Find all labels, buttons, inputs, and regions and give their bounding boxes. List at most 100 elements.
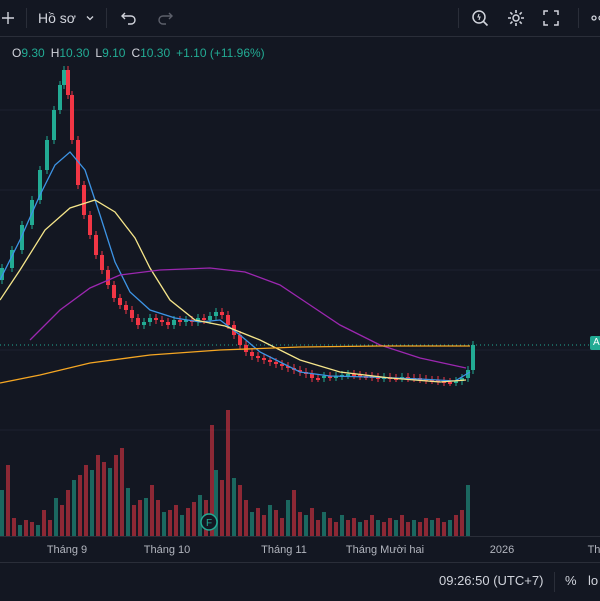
- volume-bar: [162, 512, 166, 536]
- volume-bar: [226, 410, 230, 536]
- x-tick-label: Tháng 10: [143, 544, 191, 556]
- volume-bar: [256, 508, 260, 536]
- candle-body: [66, 70, 70, 95]
- quick-search-button[interactable]: [470, 8, 490, 28]
- volume-bar: [18, 525, 22, 536]
- volume-bar: [156, 500, 160, 536]
- time-display[interactable]: 09:26:50 (UTC+7): [439, 573, 544, 588]
- change-value: +1.10 (+11.96%): [176, 46, 265, 60]
- candle-body: [142, 322, 146, 325]
- x-tick-label: 2026: [489, 544, 515, 556]
- candle-body: [262, 358, 266, 360]
- bottom-divider: [554, 572, 555, 592]
- volume-bar: [168, 510, 172, 536]
- toolbar-divider: [578, 8, 579, 28]
- volume-bar: [334, 522, 338, 536]
- high-label: H: [50, 46, 60, 60]
- candle-body: [328, 376, 332, 378]
- candle-body: [0, 268, 4, 280]
- close-value: 10.30: [140, 46, 171, 60]
- volume-bar: [454, 515, 458, 536]
- candle-body: [178, 320, 182, 322]
- candle-body: [376, 377, 380, 379]
- volume-bar: [370, 515, 374, 536]
- candle-body: [10, 250, 14, 268]
- time-axis[interactable]: Tháng 9 Tháng 10 Tháng 11 Tháng Mười hai…: [0, 536, 600, 563]
- volume-bar: [268, 505, 272, 536]
- volume-bar: [400, 515, 404, 536]
- candle-body: [436, 380, 440, 382]
- volume-bar: [186, 508, 190, 536]
- x-tick-label: Tháng 9: [46, 544, 88, 556]
- event-marker-label: F: [206, 518, 212, 529]
- volume-bar: [0, 490, 4, 536]
- settings-button[interactable]: [506, 8, 526, 28]
- share-button[interactable]: [590, 8, 600, 28]
- ma-orange-line: [0, 345, 470, 384]
- candle-body: [94, 235, 98, 255]
- volume-bar: [78, 475, 82, 536]
- percent-toggle[interactable]: %: [565, 573, 577, 588]
- candle-body: [346, 374, 350, 376]
- x-tick-label: Tháng 11: [261, 544, 307, 556]
- open-label: O: [12, 46, 22, 60]
- volume-bar: [120, 448, 124, 536]
- volume-bar: [250, 512, 254, 536]
- open-value: 9.30: [21, 46, 45, 60]
- candle-body: [454, 381, 458, 383]
- volume-bar: [54, 498, 58, 536]
- volume-bar: [298, 512, 302, 536]
- volume-bar: [346, 520, 350, 536]
- candle-body: [112, 285, 116, 298]
- volume-bar: [388, 518, 392, 536]
- high-value: 10.30: [59, 46, 90, 60]
- event-marker: [200, 513, 218, 531]
- redo-button[interactable]: [156, 8, 174, 28]
- volume-bar: [48, 520, 52, 536]
- candle-body: [226, 315, 230, 325]
- x-tick-label: Th: [587, 544, 600, 556]
- volume-bar: [382, 522, 386, 536]
- candle-body: [154, 318, 158, 320]
- ma-blue-line: [0, 151, 471, 382]
- candle-body: [58, 85, 62, 110]
- candle-body: [160, 320, 164, 322]
- candle-body: [358, 375, 362, 377]
- log-toggle[interactable]: lo: [588, 573, 599, 588]
- candle-body: [136, 318, 140, 325]
- volume-bar: [114, 455, 118, 536]
- volume-bar: [24, 520, 28, 536]
- candle-body: [20, 225, 24, 250]
- volume-bar: [430, 520, 434, 536]
- candle-body: [62, 70, 66, 85]
- volume-bar: [262, 515, 266, 536]
- fullscreen-button[interactable]: [542, 8, 560, 28]
- volume-bar: [304, 515, 308, 536]
- candle-body: [88, 215, 92, 235]
- undo-button[interactable]: [120, 8, 138, 28]
- candle-body: [52, 110, 56, 140]
- candle-body: [322, 376, 326, 378]
- price-chart[interactable]: F: [0, 37, 600, 536]
- candle-body: [424, 379, 428, 381]
- volume-bar: [102, 462, 106, 536]
- candle-body: [82, 185, 86, 215]
- chevron-down-icon: [86, 16, 94, 21]
- volume-bar: [138, 500, 142, 536]
- quick-search-icon: [472, 10, 489, 27]
- volume-bar: [84, 465, 88, 536]
- volume-bar: [406, 522, 410, 536]
- candle-body: [124, 305, 128, 310]
- crosshair-icon[interactable]: [0, 8, 20, 28]
- candle-body: [268, 360, 272, 362]
- profile-dropdown[interactable]: Hồ sơ: [38, 8, 96, 28]
- volume-bar: [30, 522, 34, 536]
- candle-body: [250, 352, 254, 356]
- candle-body: [166, 322, 170, 325]
- candle-body: [316, 378, 320, 380]
- candle-body: [130, 310, 134, 318]
- volume-bar: [424, 518, 428, 536]
- profile-label: Hồ sơ: [38, 10, 76, 26]
- volume-bar: [238, 485, 242, 536]
- volume-bar: [286, 500, 290, 536]
